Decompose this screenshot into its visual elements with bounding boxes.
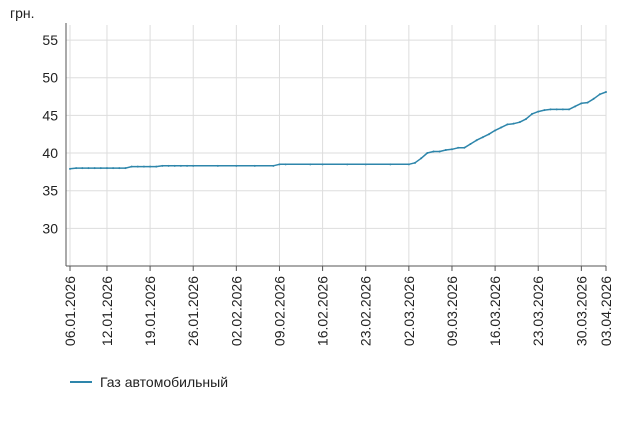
data-point [426,152,429,155]
data-point [407,163,410,166]
data-point [444,149,447,152]
data-point [549,108,552,111]
axes [65,23,606,267]
data-point [75,167,78,170]
gridlines [66,25,607,266]
series-layer [69,91,607,170]
data-point [537,110,540,113]
data-point [450,148,453,151]
data-point [438,150,441,153]
data-point [235,164,238,167]
x-tick-label: 02.02.2026 [228,276,244,346]
data-point [592,97,595,100]
data-point [574,105,577,108]
data-point [253,164,256,167]
data-point [524,118,527,121]
data-point [105,167,108,170]
x-tick-label: 16.02.2026 [315,276,331,346]
data-point [481,136,484,139]
data-point [309,163,312,166]
data-point [389,163,392,166]
x-tick-label: 02.03.2026 [401,276,417,346]
data-point [321,163,324,166]
data-point [192,164,195,167]
x-tick-label: 09.03.2026 [444,276,460,346]
x-tick-label: 06.01.2026 [62,276,78,346]
x-tick-label: 19.01.2026 [142,276,158,346]
data-point [568,108,571,111]
data-point [518,121,521,124]
data-point [99,167,102,170]
data-point [284,163,287,166]
data-point [186,164,189,167]
x-tick-label: 03.04.2026 [598,276,614,346]
data-point [118,167,121,170]
data-point [364,163,367,166]
data-point [136,165,139,168]
legend-label: Газ автомобильный [100,374,228,390]
legend: Газ автомобильный [70,374,228,390]
y-tick-label: 30 [42,220,58,236]
data-point [512,122,515,125]
data-point [555,108,558,111]
x-tick-label: 12.01.2026 [99,276,115,346]
data-point [487,133,490,136]
data-point [161,164,164,167]
data-point [346,163,349,166]
x-tick-label: 26.01.2026 [185,276,201,346]
data-point [414,161,417,164]
data-point [142,165,145,168]
data-point [216,164,219,167]
data-point [155,165,158,168]
data-point [469,142,472,145]
data-point [278,163,281,166]
data-point [432,150,435,153]
data-point [179,164,182,167]
data-point [494,129,497,132]
data-point [112,167,115,170]
data-point [598,93,601,96]
data-point [93,167,96,170]
data-point [69,167,71,170]
data-point [457,146,460,149]
y-axis-label: грн. [10,5,35,21]
data-point [420,157,423,160]
data-point [543,109,546,112]
data-point [580,102,583,105]
data-point [500,126,503,129]
data-point [149,165,152,168]
data-point [167,164,170,167]
x-tick-label: 09.02.2026 [271,276,287,346]
y-tick-label: 35 [42,183,58,199]
data-point [272,164,275,167]
y-tick-label: 50 [42,70,58,86]
data-point [124,167,127,170]
x-tick-label: 30.03.2026 [573,276,589,346]
data-point [87,167,90,170]
x-tick-label: 23.02.2026 [358,276,374,346]
data-point [531,112,534,115]
x-tick-label: 23.03.2026 [530,276,546,346]
data-point [561,108,564,111]
data-point [506,123,509,126]
data-point [586,101,589,104]
data-point [463,146,466,149]
data-point [173,164,176,167]
data-point [475,139,478,142]
x-tick-label: 16.03.2026 [487,276,503,346]
axis-ticks: 30 35 40 45 50 55 06.01.2026 12.01.2026 19.01.20… [42,32,614,346]
data-point [130,165,133,168]
y-tick-label: 40 [42,145,58,161]
y-tick-label: 45 [42,107,58,123]
y-tick-label: 55 [42,32,58,48]
data-point [81,167,84,170]
data-point [605,91,607,94]
